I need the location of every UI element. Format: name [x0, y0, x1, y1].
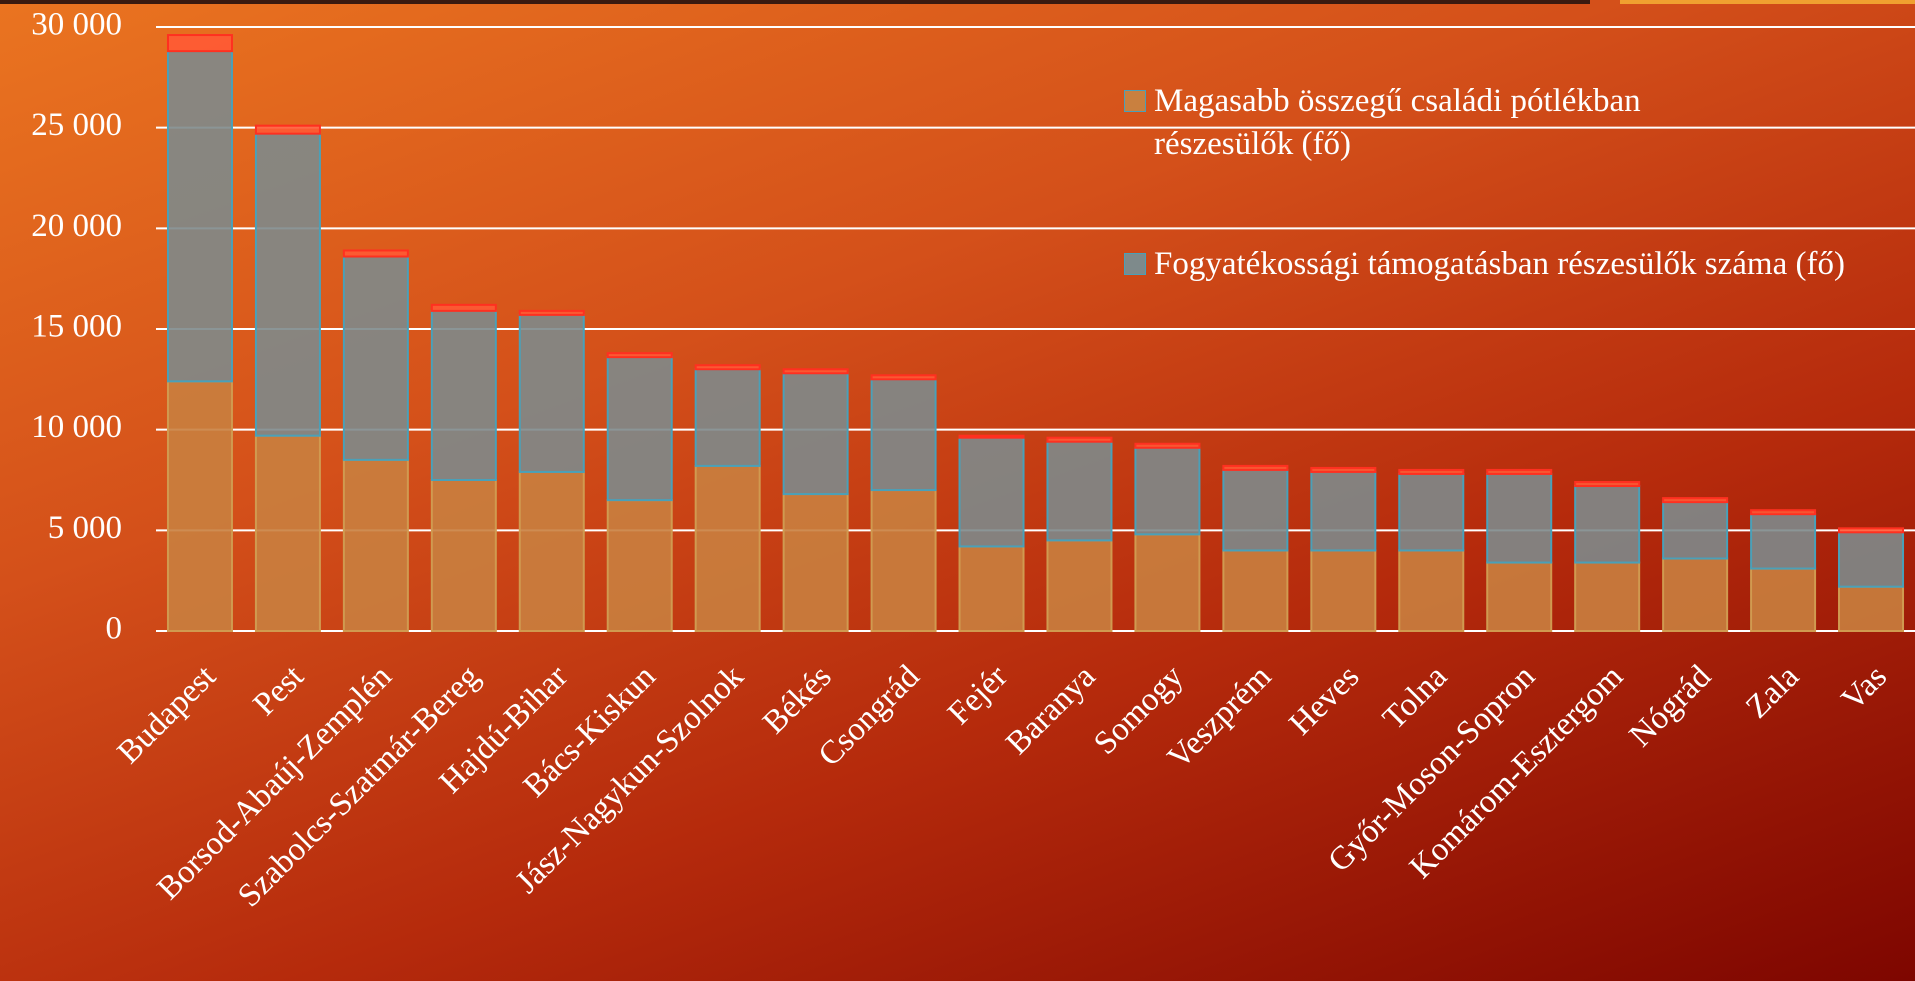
legend-label: Magasabb összegű családi pótlékban része…	[1154, 83, 1641, 162]
bar-segment	[166, 50, 233, 383]
x-tick-label: Nógrád	[1623, 658, 1719, 754]
bar-segment	[342, 255, 409, 461]
legend-swatch	[1124, 90, 1146, 112]
x-tick-label: Pest	[247, 659, 311, 723]
bar-segment	[1398, 472, 1465, 552]
y-tick-label: 20 000	[31, 208, 122, 244]
x-tick-label: Fejér	[941, 659, 1014, 732]
bar-segment	[870, 489, 937, 633]
top-accent	[1620, 0, 1915, 4]
bar-segment	[342, 458, 409, 632]
top-bar	[0, 0, 1590, 4]
bar-segment	[518, 313, 585, 473]
y-tick-label: 25 000	[31, 107, 122, 143]
x-tick-label: Baranya	[999, 658, 1102, 761]
bar-segment	[1222, 468, 1289, 552]
legend-item: Magasabb összegű családi pótlékban része…	[1124, 80, 1864, 166]
bar-segment	[430, 479, 497, 632]
bar-segment	[1134, 446, 1201, 536]
bar-segment	[1750, 509, 1817, 516]
y-tick-label: 10 000	[31, 409, 122, 445]
bar-segment	[1222, 464, 1289, 471]
bar-segment	[518, 309, 585, 316]
bar-segment	[1574, 485, 1641, 564]
bar-segment	[342, 249, 409, 258]
x-tick-label: Vas	[1835, 659, 1894, 718]
bar-segment	[1310, 466, 1377, 473]
bar-segment	[1310, 470, 1377, 552]
bar-segment	[430, 309, 497, 481]
bar-segment	[782, 372, 849, 496]
bar-segment	[870, 374, 937, 381]
bar-segment	[166, 34, 233, 53]
x-tick-label: Tolna	[1376, 658, 1455, 737]
bar-segment	[1222, 549, 1289, 633]
bar-segment	[1310, 549, 1377, 633]
bar-segment	[1662, 557, 1729, 633]
x-tick-label: Békés	[756, 659, 838, 741]
y-tick-label: 15 000	[31, 309, 122, 345]
bar-segment	[1046, 436, 1113, 443]
bar-segment	[958, 434, 1025, 439]
bar-segment	[1574, 561, 1641, 633]
x-tick-label: Heves	[1283, 659, 1367, 743]
bar-segment	[1838, 527, 1905, 534]
bar-segment	[870, 378, 937, 492]
y-tick-label: 30 000	[31, 7, 122, 43]
bar-segment	[782, 493, 849, 632]
bar-segment	[254, 434, 321, 632]
bar-segment	[1750, 567, 1817, 633]
bar-segment	[694, 464, 761, 633]
bar-segment	[1574, 481, 1641, 488]
legend-swatch	[1124, 253, 1146, 275]
bar-segment	[166, 380, 233, 633]
bar-segment	[1486, 561, 1553, 633]
bar-segment	[606, 356, 673, 502]
bar-segment	[1486, 468, 1553, 475]
bar-segment	[430, 303, 497, 312]
bar-segment	[958, 545, 1025, 632]
bar-segment	[1750, 513, 1817, 570]
bar-segment	[782, 368, 849, 375]
bar-segment	[1134, 533, 1201, 632]
bar-segment	[1046, 539, 1113, 633]
y-tick-label: 5 000	[48, 510, 122, 546]
x-tick-label: Zala	[1739, 658, 1806, 725]
bar-segment	[1662, 497, 1729, 504]
bar-segment	[694, 368, 761, 467]
bar-segment	[254, 124, 321, 135]
bar-segment	[1486, 472, 1553, 564]
bar-segment	[694, 364, 761, 371]
legend-item: Fogyatékossági támogatásban részesülők s…	[1124, 243, 1864, 286]
bar-segment	[1134, 442, 1201, 449]
bar-segment	[606, 352, 673, 359]
bar-segment	[1398, 468, 1465, 475]
y-tick-label: 0	[106, 611, 123, 647]
x-tick-label: Budapest	[111, 659, 223, 771]
bar-segment	[606, 499, 673, 632]
bar-segment	[1838, 531, 1905, 588]
bar-segment	[1838, 585, 1905, 632]
bar-segment	[1662, 501, 1729, 560]
bar-segment	[1398, 549, 1465, 633]
bar-segment	[1046, 440, 1113, 542]
bar-segment	[518, 470, 585, 632]
bar-segment	[958, 436, 1025, 548]
legend-label: Fogyatékossági támogatásban részesülők s…	[1154, 246, 1845, 282]
bar-segment	[254, 132, 321, 437]
